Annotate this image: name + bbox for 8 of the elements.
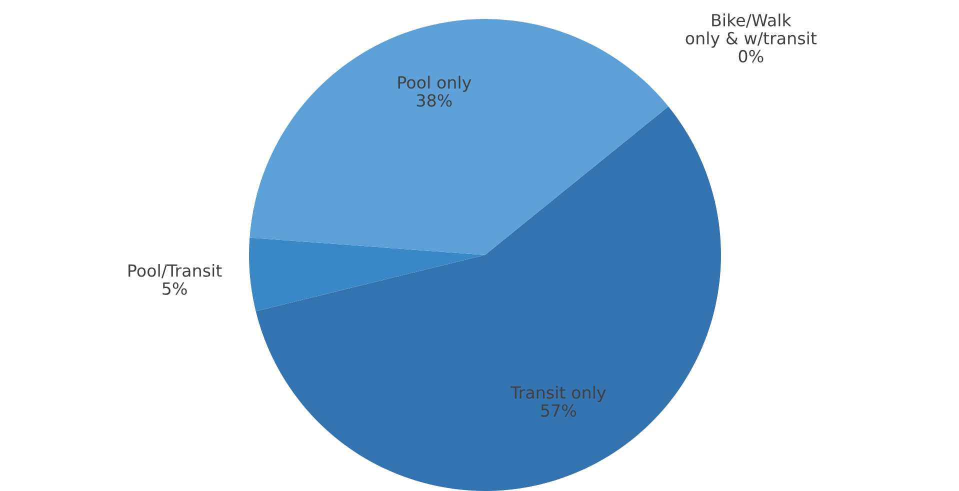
data-label: 38% xyxy=(416,94,452,107)
slice-label: Pool only xyxy=(398,76,472,92)
data-label: 57% xyxy=(541,404,576,417)
slice-label: Pool/Transit xyxy=(128,264,222,278)
text: 0% xyxy=(738,50,764,63)
slice-label: Transit only xyxy=(510,386,606,402)
data-label: 5% xyxy=(162,282,187,295)
category-label: Bike/Walk only & w/transit xyxy=(686,14,817,48)
